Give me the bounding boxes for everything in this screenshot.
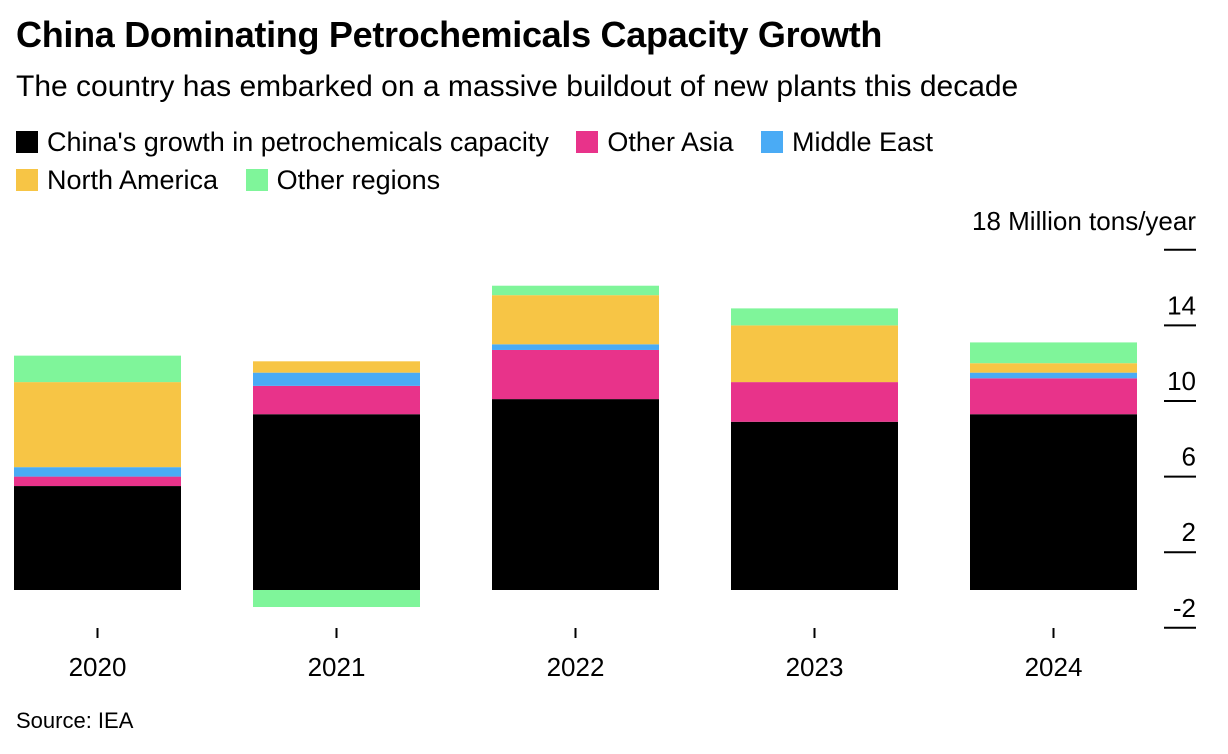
y-tick-label--2: -2 bbox=[1173, 593, 1196, 623]
bar-segment-2021-3 bbox=[253, 361, 420, 373]
bar-segment-2022-0 bbox=[492, 399, 659, 590]
legend-label-china: China's growth in petrochemicals capacit… bbox=[47, 127, 549, 157]
bar-segment-2022-4 bbox=[492, 285, 659, 296]
x-tick-label-2020: 2020 bbox=[69, 652, 127, 682]
legend-swatch-north-america bbox=[16, 169, 38, 191]
bar-segment-2024-2 bbox=[970, 372, 1137, 379]
legend-swatch-other-regions bbox=[245, 169, 268, 191]
bar-segment-2023-1 bbox=[731, 382, 898, 422]
legend-label-other-asia: Other Asia bbox=[607, 127, 734, 157]
legend-swatch-other-asia bbox=[576, 131, 599, 153]
bar-segment-2022-1 bbox=[492, 349, 659, 400]
x-tick-label-2023: 2023 bbox=[786, 652, 844, 682]
chart-title: China Dominating Petrochemicals Capacity… bbox=[16, 14, 883, 55]
bar-segment-2024-1 bbox=[970, 378, 1137, 415]
y-tick-label-2: 2 bbox=[1182, 517, 1196, 547]
bar-segment-2021-4 bbox=[253, 590, 420, 608]
bar-segment-2020-1 bbox=[14, 476, 181, 487]
bar-segment-2021-2 bbox=[253, 372, 420, 386]
y-axis: -2 2 6 10 14 bbox=[1164, 248, 1196, 629]
bar-segment-2023-0 bbox=[731, 421, 898, 590]
source-note: Source: IEA bbox=[16, 708, 134, 733]
bar-segment-2020-0 bbox=[14, 486, 181, 590]
bar-segment-2024-4 bbox=[970, 342, 1137, 364]
bar-segment-2022-2 bbox=[492, 344, 659, 350]
bar-segment-2020-4 bbox=[14, 355, 181, 383]
legend-item-middle-east: Middle East bbox=[760, 124, 934, 160]
legend-item-china: China's growth in petrochemicals capacit… bbox=[16, 124, 549, 160]
legend-label-middle-east: Middle East bbox=[791, 127, 934, 157]
y-tick-label-6: 6 bbox=[1182, 442, 1196, 472]
bar-segment-2023-4 bbox=[731, 308, 898, 326]
legend-swatch-china bbox=[16, 131, 38, 153]
x-tick-label-2022: 2022 bbox=[547, 652, 605, 682]
y-tick-label-10: 10 bbox=[1167, 366, 1196, 396]
x-axis: 2020 2021 2022 2023 2024 bbox=[69, 628, 1083, 682]
bar-segment-2020-2 bbox=[14, 467, 181, 477]
bar-segment-2024-3 bbox=[970, 363, 1137, 373]
legend-item-other-asia: Other Asia bbox=[576, 124, 733, 160]
legend-label-north-america: North America bbox=[47, 165, 219, 195]
bar-segment-2023-3 bbox=[731, 325, 898, 383]
legend: China's growth in petrochemicals capacit… bbox=[16, 124, 1016, 200]
x-tick-label-2024: 2024 bbox=[1025, 652, 1083, 682]
bar-segment-2021-0 bbox=[253, 414, 420, 590]
y-axis-unit-label: 18 Million tons/year bbox=[972, 206, 1196, 236]
legend-swatch-middle-east bbox=[760, 131, 783, 153]
x-tick-label-2021: 2021 bbox=[308, 652, 366, 682]
legend-label-other-regions: Other regions bbox=[276, 165, 441, 195]
bar-segment-2024-0 bbox=[970, 414, 1137, 590]
bar-segment-2021-1 bbox=[253, 385, 420, 415]
bar-segment-2020-3 bbox=[14, 382, 181, 468]
bar-segment-2022-3 bbox=[492, 295, 659, 345]
legend-item-other-regions: Other regions bbox=[245, 162, 441, 198]
y-tick-label-14: 14 bbox=[1167, 290, 1196, 320]
bars-group bbox=[14, 285, 1137, 608]
legend-item-north-america: North America bbox=[16, 162, 218, 198]
chart-subtitle: The country has embarked on a massive bu… bbox=[16, 70, 1019, 103]
